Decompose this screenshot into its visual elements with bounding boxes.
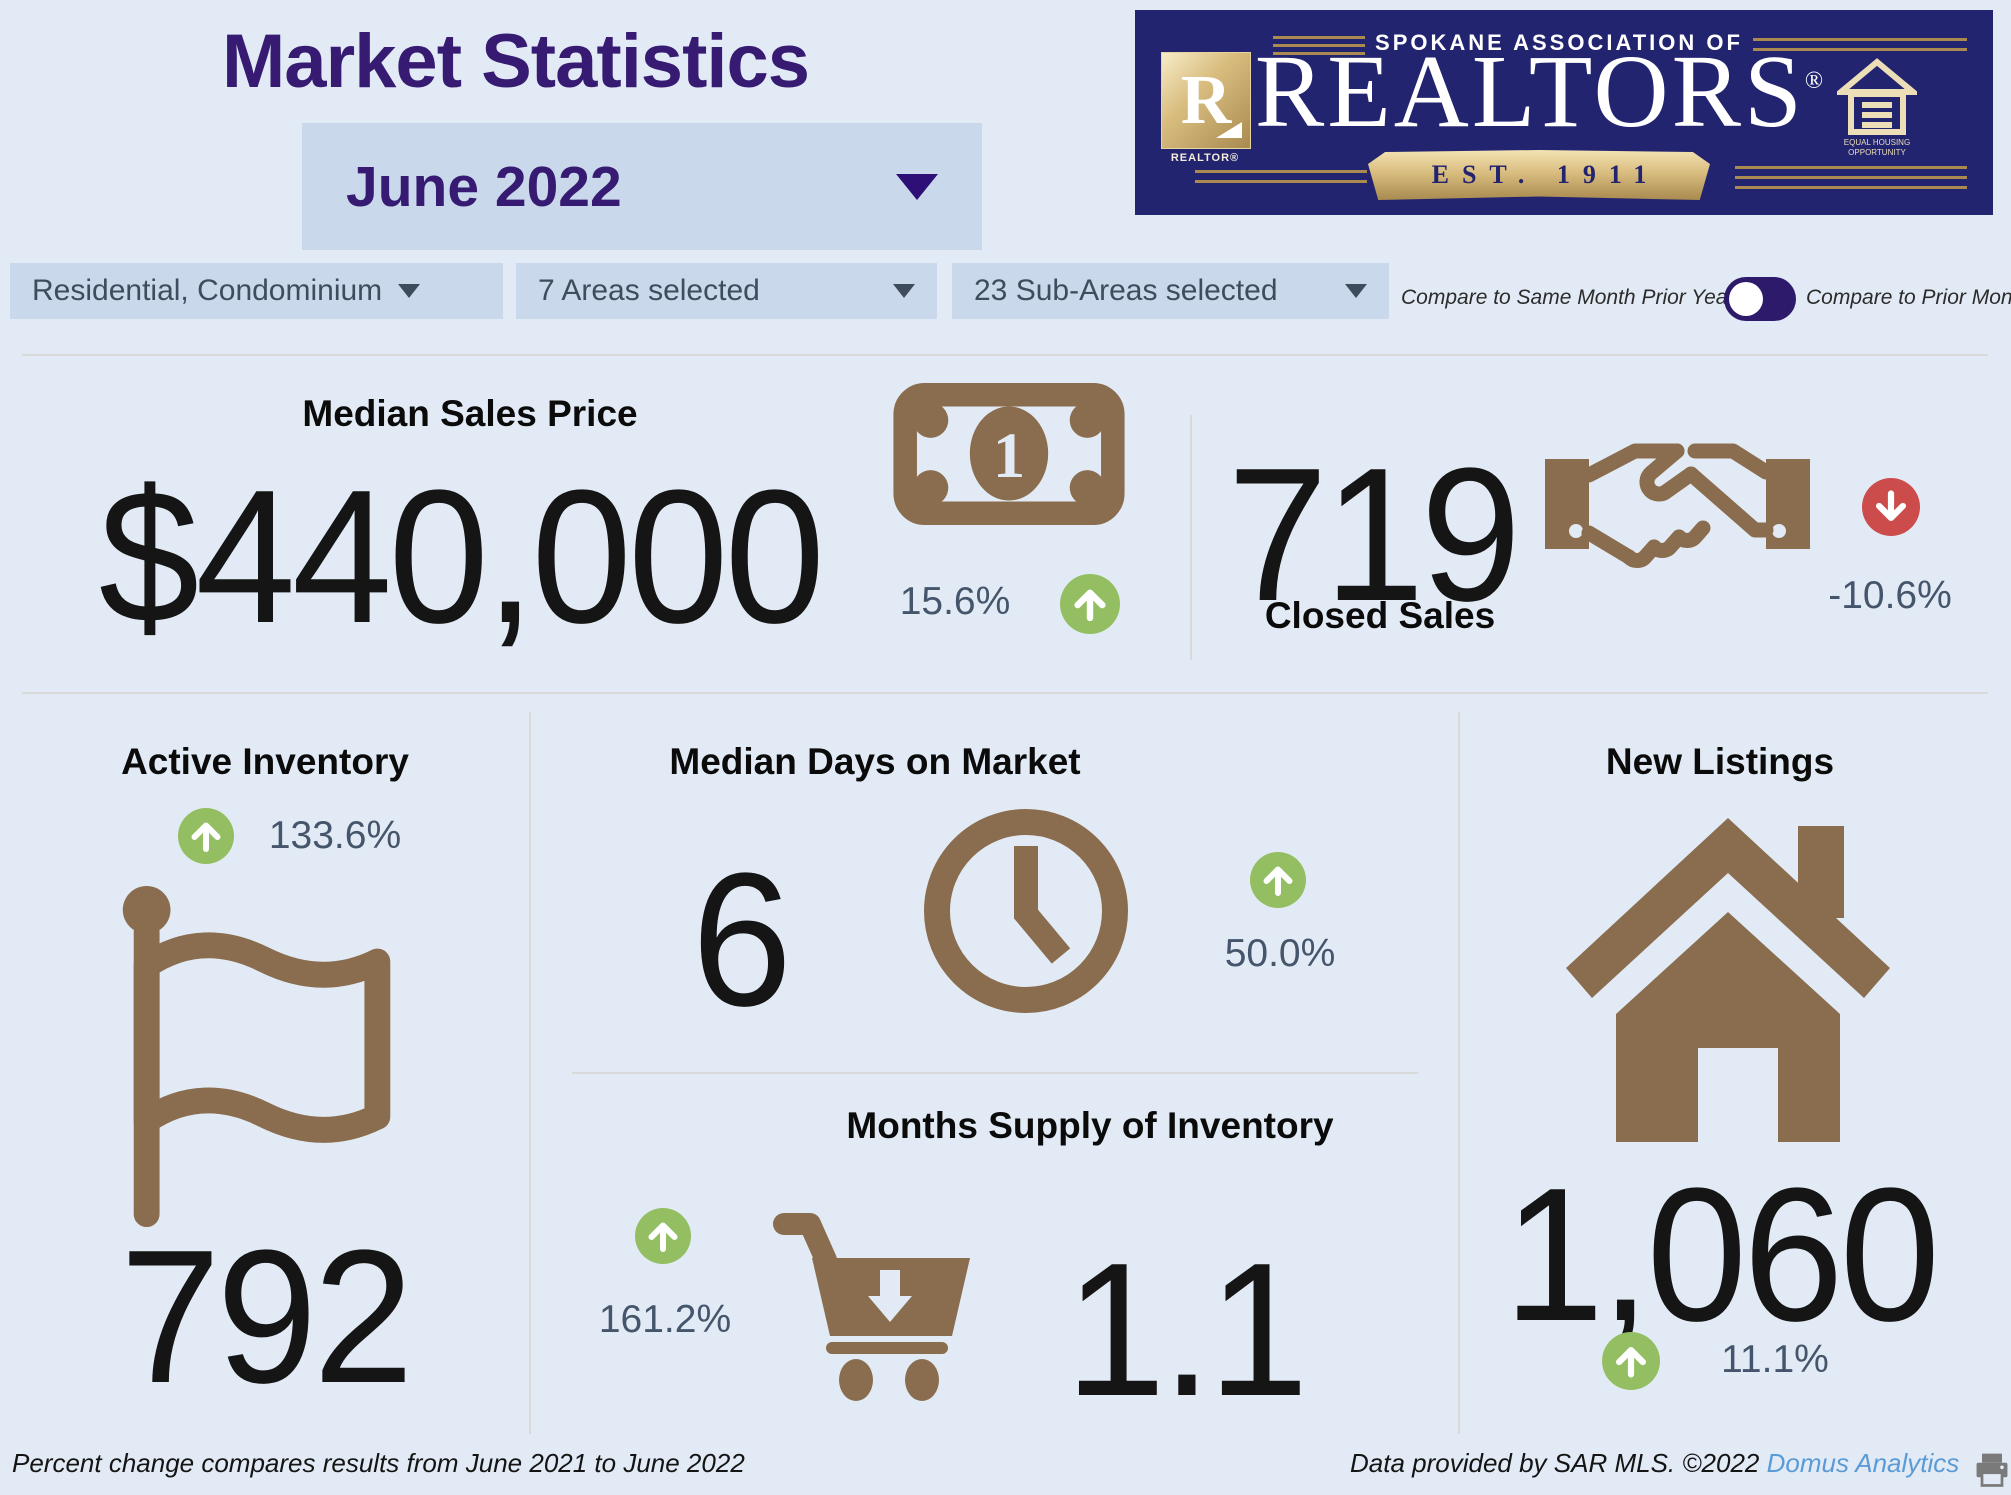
logo-rule bbox=[1273, 52, 1365, 55]
arrow-up-icon bbox=[1602, 1332, 1660, 1390]
logo-association-text: SPOKANE ASSOCIATION OF bbox=[1375, 30, 1743, 55]
property-type-filter[interactable]: Residential, Condominium bbox=[10, 263, 503, 319]
sub-areas-value: 23 Sub-Areas selected bbox=[974, 274, 1278, 307]
months-supply-change: 161.2% bbox=[598, 1298, 732, 1341]
arrow-down-icon bbox=[1862, 478, 1920, 536]
dollar-bill-icon: 1 bbox=[893, 383, 1125, 525]
month-dropdown-value: June 2022 bbox=[346, 154, 622, 219]
areas-filter[interactable]: 7 Areas selected bbox=[516, 263, 937, 319]
registered-mark: ® bbox=[1804, 68, 1824, 94]
logo-realtors-wordmark: REALTORS® bbox=[1239, 40, 1839, 144]
new-listings-change: 11.1% bbox=[1721, 1338, 1829, 1381]
eho-caption-line2: OPPORTUNITY bbox=[1848, 148, 1906, 157]
chevron-down-icon bbox=[893, 284, 915, 298]
new-listings-value: 1,060 bbox=[1503, 1149, 1940, 1361]
logo-rule bbox=[1273, 36, 1365, 39]
closed-sales-label: Closed Sales bbox=[1264, 595, 1496, 636]
divider bbox=[572, 1072, 1418, 1074]
divider bbox=[1190, 415, 1192, 660]
domus-analytics-link[interactable]: Domus Analytics bbox=[1766, 1448, 1960, 1478]
median-days-value: 6 bbox=[691, 834, 792, 1046]
arrow-up-icon bbox=[1250, 852, 1306, 908]
handshake-icon bbox=[1545, 443, 1810, 569]
chevron-down-icon bbox=[896, 173, 938, 200]
closed-sales-value: 719 bbox=[1227, 429, 1522, 641]
chevron-down-icon bbox=[398, 284, 421, 298]
months-supply-value: 1.1 bbox=[1065, 1224, 1308, 1436]
compare-prior-year-label: Compare to Same Month Prior Year bbox=[1401, 286, 1735, 309]
median-days-change: 50.0% bbox=[1224, 932, 1336, 975]
toggle-knob bbox=[1729, 282, 1763, 316]
active-inventory-value: 792 bbox=[120, 1211, 414, 1423]
logo-rule bbox=[1735, 176, 1967, 179]
months-supply-label: Months Supply of Inventory bbox=[846, 1105, 1334, 1146]
logo-rule bbox=[1753, 38, 1967, 41]
house-icon bbox=[1566, 818, 1890, 1142]
active-inventory-change: 133.6% bbox=[268, 814, 402, 857]
footer-credit-text: Data provided by SAR MLS. ©2022 bbox=[1350, 1448, 1767, 1478]
realtor-r-diagonal bbox=[1216, 122, 1242, 138]
arrow-up-icon bbox=[1060, 574, 1120, 634]
flag-icon bbox=[122, 885, 391, 1228]
median-sales-price-change: 15.6% bbox=[899, 580, 1011, 623]
print-button[interactable] bbox=[1972, 1450, 2011, 1490]
areas-value: 7 Areas selected bbox=[538, 274, 760, 307]
logo-rule bbox=[1735, 166, 1967, 169]
new-listings-label: New Listings bbox=[1605, 741, 1835, 782]
logo-rule bbox=[1735, 186, 1967, 189]
property-type-value: Residential, Condominium bbox=[32, 274, 383, 307]
page-title: Market Statistics bbox=[222, 19, 810, 104]
footer-note: Percent change compares results from Jun… bbox=[12, 1448, 745, 1478]
median-sales-price-label: Median Sales Price bbox=[302, 393, 638, 434]
arrow-up-icon bbox=[178, 808, 234, 864]
compare-prior-month-label: Compare to Prior Month bbox=[1806, 286, 2011, 309]
median-days-label: Median Days on Market bbox=[669, 741, 1081, 782]
sar-logo: SPOKANE ASSOCIATION OF REALTORS® R REALT… bbox=[1135, 10, 1993, 215]
logo-rule bbox=[1753, 48, 1967, 51]
divider bbox=[22, 692, 1988, 694]
logo-rule bbox=[1195, 170, 1367, 173]
divider bbox=[529, 712, 531, 1434]
logo-rule bbox=[1195, 180, 1367, 183]
arrow-up-icon bbox=[635, 1208, 691, 1264]
divider bbox=[22, 354, 1988, 356]
realtor-r-logo: R bbox=[1161, 52, 1251, 149]
active-inventory-label: Active Inventory bbox=[121, 741, 409, 782]
median-sales-price-value: $440,000 bbox=[98, 451, 825, 663]
dollar-bill-denomination: 1 bbox=[993, 419, 1025, 491]
logo-rule bbox=[1273, 44, 1365, 47]
month-dropdown[interactable]: June 2022 bbox=[302, 123, 982, 250]
footer-credit: Data provided by SAR MLS. ©2022 Domus An… bbox=[1350, 1448, 1959, 1479]
realtor-caption: REALTOR® bbox=[1170, 152, 1240, 164]
chevron-down-icon bbox=[1345, 284, 1367, 298]
compare-toggle[interactable] bbox=[1724, 277, 1796, 321]
cart-icon bbox=[773, 1213, 970, 1401]
closed-sales-change: -10.6% bbox=[1828, 574, 1952, 617]
logo-realtors-text: REALTORS bbox=[1254, 34, 1805, 149]
equal-housing-opportunity-icon: EQUAL HOUSING OPPORTUNITY bbox=[1837, 58, 1917, 157]
est-1911-banner: EST. 1911 bbox=[1368, 150, 1710, 200]
sub-areas-filter[interactable]: 23 Sub-Areas selected bbox=[952, 263, 1389, 319]
clock-icon bbox=[924, 809, 1128, 1013]
divider bbox=[1458, 712, 1460, 1434]
eho-caption-line1: EQUAL HOUSING bbox=[1844, 138, 1910, 147]
est-1911-text: EST. 1911 bbox=[1431, 160, 1660, 189]
